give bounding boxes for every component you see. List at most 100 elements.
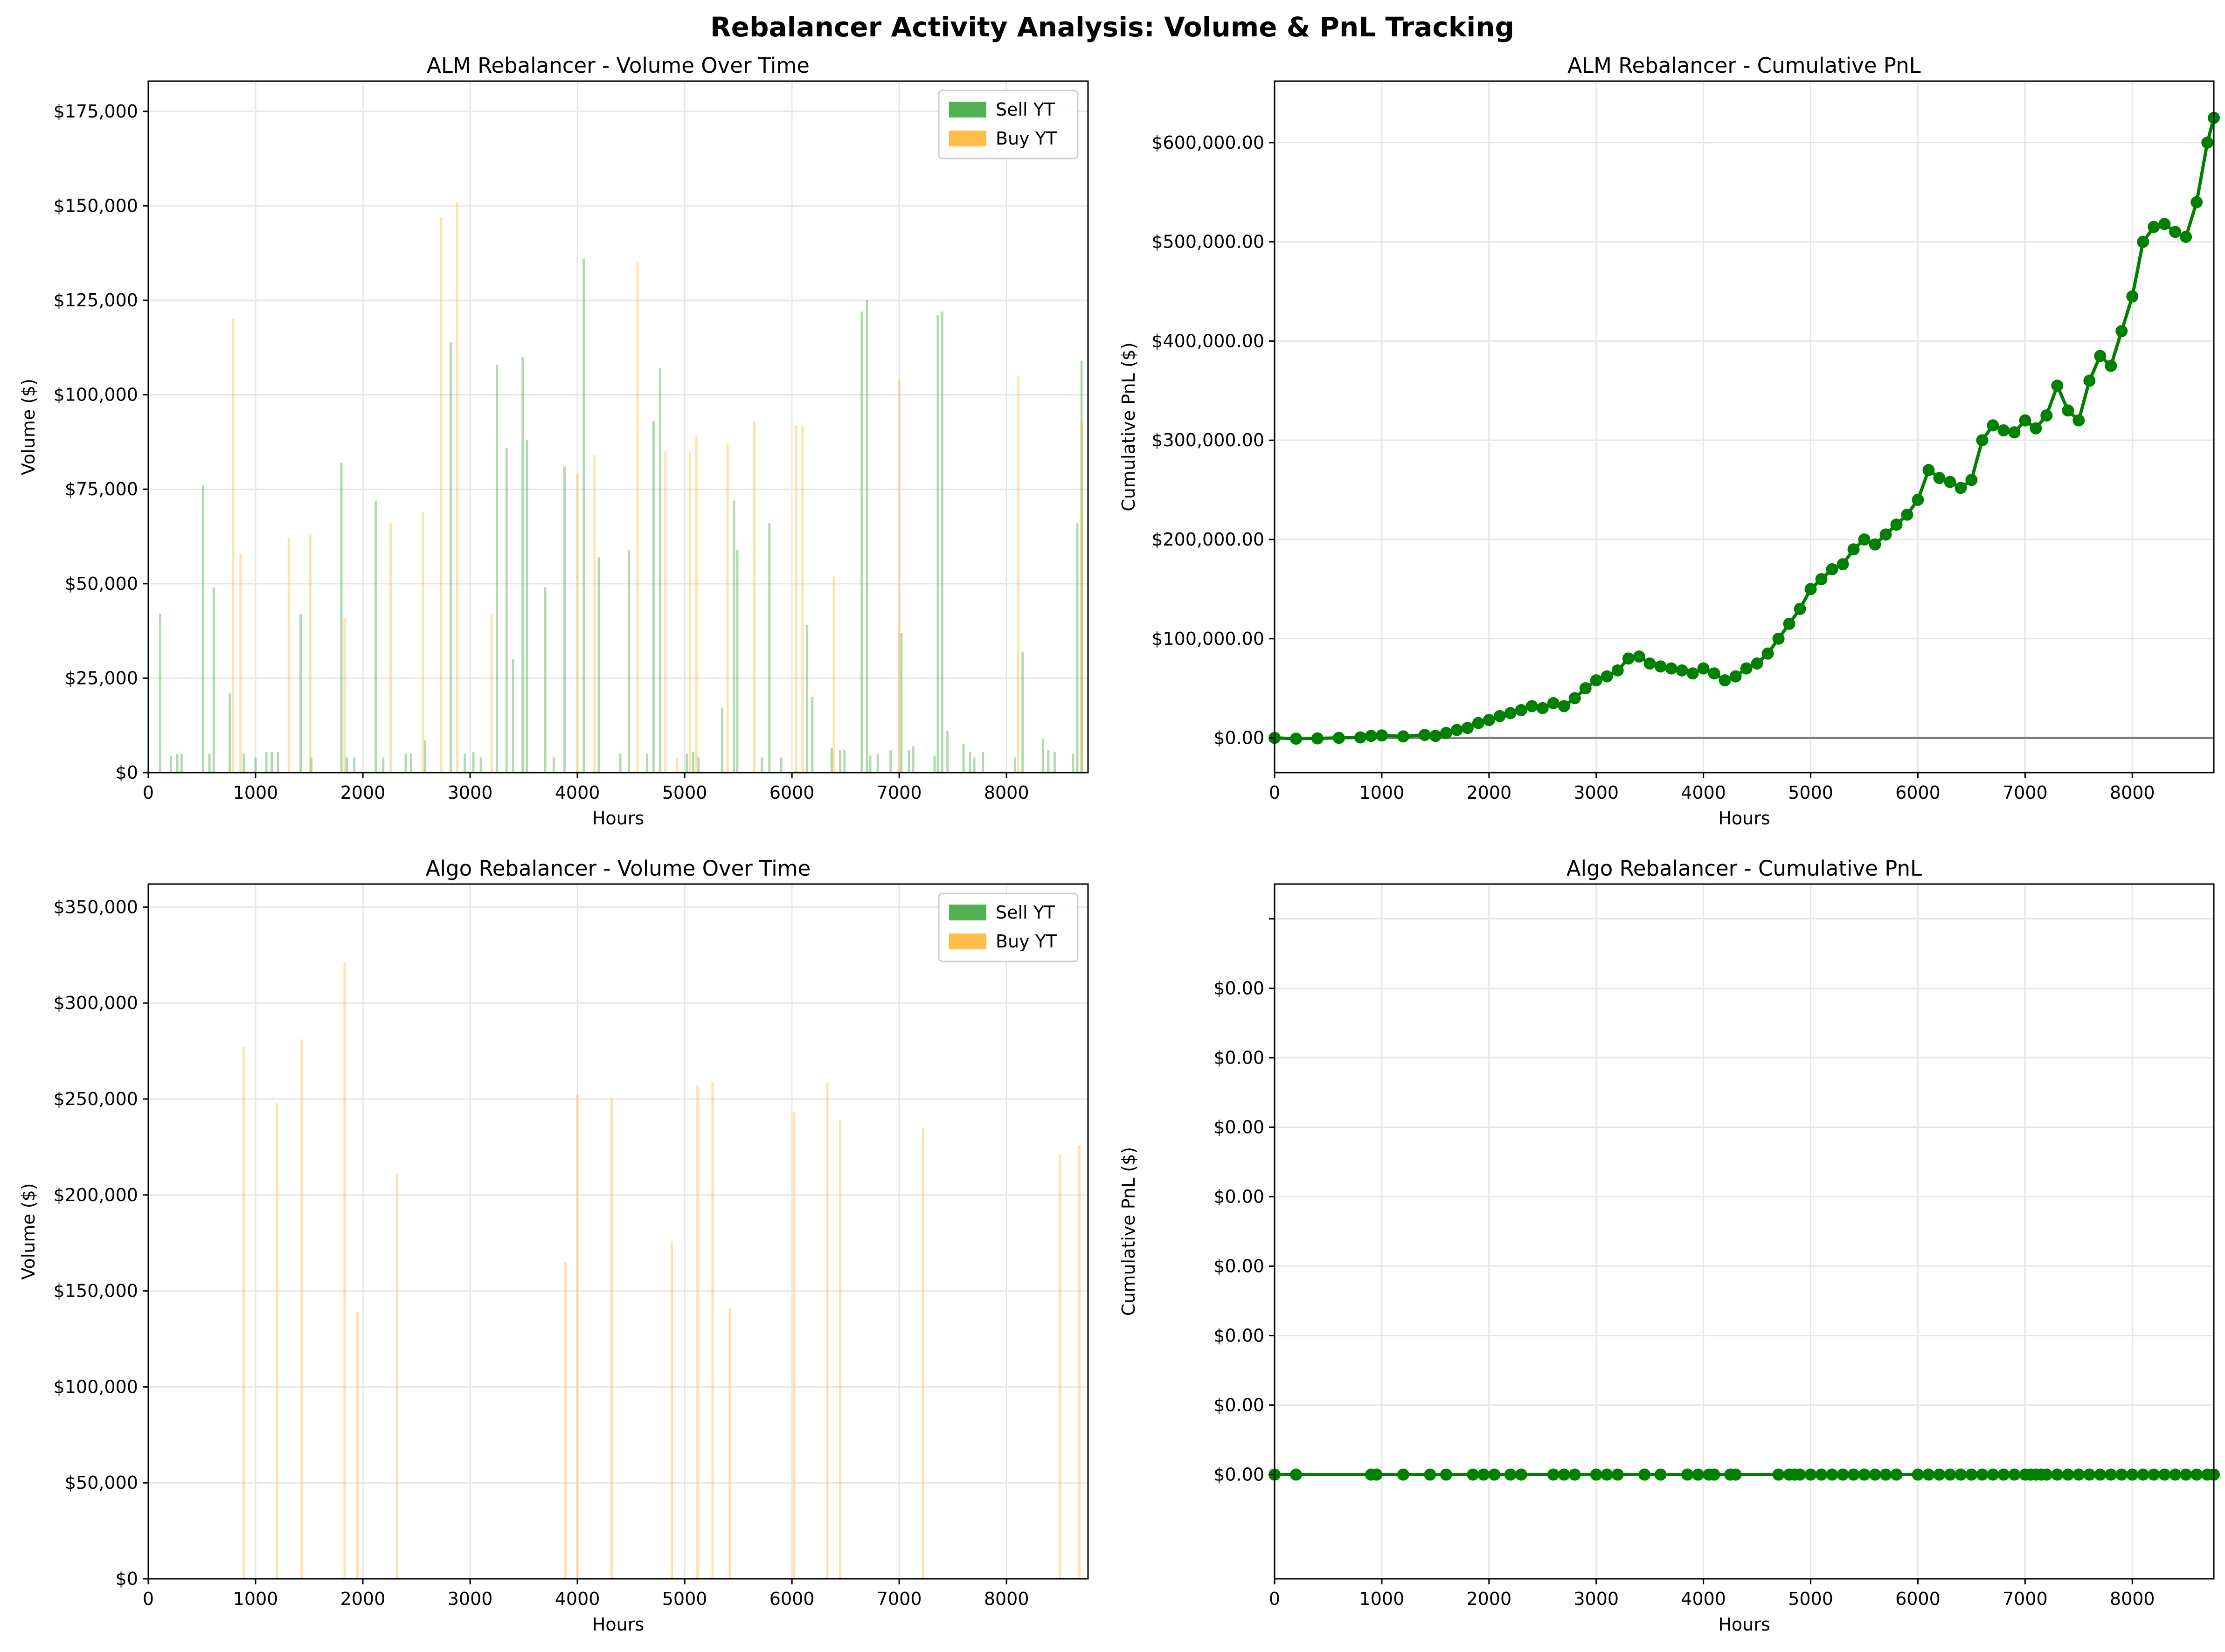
pnl-marker [1804, 1468, 1817, 1481]
pnl-marker [2073, 1468, 2085, 1481]
plot-frame [147, 883, 1089, 1580]
pnl-marker [2008, 426, 2021, 439]
x-tick-label: 5000 [662, 782, 707, 803]
x-tick-label: 1000 [233, 782, 278, 803]
pnl-marker [2158, 1468, 2171, 1481]
y-tick-label: $25,000 [65, 668, 138, 688]
pnl-marker [1837, 1468, 1849, 1481]
pnl-marker [1461, 722, 1474, 734]
x-tick-label: 1000 [1359, 1589, 1405, 1609]
sell-yt-bar [900, 633, 903, 773]
pnl-marker [1922, 464, 1935, 477]
y-tick-label: $50,000 [65, 574, 138, 594]
pnl-marker [2169, 1468, 2182, 1481]
y-tick-label: $200,000 [54, 1185, 138, 1205]
pnl-marker [1708, 667, 1720, 680]
sell-yt-bar [496, 364, 499, 773]
y-tick-label: $100,000 [54, 1376, 138, 1397]
y-tick-label: $150,000 [54, 1281, 138, 1301]
pnl-marker [1418, 729, 1431, 741]
sell-yt-bar [254, 757, 257, 773]
pnl-marker [2158, 218, 2171, 230]
x-tick-label: 2000 [340, 1589, 386, 1609]
pnl-marker [1622, 652, 1635, 665]
y-tick-label: $100,000.00 [1151, 629, 1264, 649]
legend-swatch-sell [949, 102, 986, 118]
y-tick-label: $400,000.00 [1151, 331, 1264, 351]
pnl-marker [1525, 700, 1538, 712]
sell-yt-bar [1021, 651, 1024, 773]
pnl-marker [1654, 660, 1667, 673]
sell-yt-bar [936, 315, 939, 773]
sell-yt-bar [212, 587, 215, 773]
buy-yt-bar [576, 1095, 579, 1579]
y-tick-label: $500,000.00 [1151, 232, 1264, 252]
figure-title: Rebalancer Activity Analysis: Volume & P… [710, 11, 1514, 43]
pnl-marker [1633, 650, 1645, 663]
legend-swatch-sell [949, 905, 986, 920]
pnl-marker [2073, 414, 2085, 427]
sell-yt-bar [176, 753, 179, 773]
buy-yt-bar [793, 1112, 796, 1579]
pnl-marker [2190, 196, 2203, 208]
sell-yt-bar [229, 693, 231, 773]
x-axis-label: Hours [592, 1614, 644, 1635]
pnl-marker [1847, 543, 1860, 556]
legend-label: Sell YT [996, 99, 1055, 120]
buy-yt-bar [726, 443, 729, 773]
y-tick-label: $200,000.00 [1151, 529, 1264, 550]
legend: Sell YT Buy YT [938, 90, 1079, 159]
y-tick-label: $0.00 [1213, 1048, 1264, 1068]
sell-yt-bar [277, 752, 279, 773]
buy-yt-bar [456, 202, 458, 773]
buy-yt-bar [664, 451, 667, 773]
legend-label: Buy YT [996, 128, 1057, 149]
pnl-marker [1783, 617, 1795, 630]
sell-yt-bar [423, 740, 426, 773]
sell-yt-bar [512, 659, 514, 773]
pnl-marker [2190, 1468, 2203, 1481]
pnl-marker [1568, 1468, 1581, 1481]
sell-yt-bar [658, 368, 661, 773]
pnl-marker [1643, 657, 1656, 670]
sell-yt-bar [1080, 360, 1083, 773]
x-tick-label: 8000 [984, 1589, 1029, 1609]
pnl-marker [1676, 664, 1688, 677]
pnl-marker [1289, 733, 1302, 745]
pnl-marker [1488, 1468, 1501, 1481]
sell-yt-bar [646, 753, 649, 773]
buy-yt-bar [636, 262, 639, 773]
x-tick-label: 1000 [233, 1589, 278, 1609]
pnl-marker [1515, 1468, 1527, 1481]
buy-yt-bar [795, 425, 797, 773]
sell-yt-bar [597, 557, 600, 773]
sell-yt-bar [843, 750, 846, 773]
pnl-marker [1611, 664, 1624, 677]
pnl-marker [1311, 732, 1324, 745]
buy-yt-bar [922, 1127, 924, 1579]
buy-yt-bar [440, 217, 443, 773]
pnl-marker [2094, 350, 2107, 362]
x-axis-label: Hours [592, 808, 644, 829]
sell-yt-bar [552, 757, 555, 773]
buy-yt-bar [610, 1099, 613, 1579]
pnl-marker [2126, 1468, 2139, 1481]
bars [159, 202, 1083, 773]
sell-yt-bar [876, 753, 879, 773]
pnl-marker [2137, 235, 2149, 248]
pnl-marker [1890, 1468, 1903, 1481]
pnl-marker [2180, 231, 2192, 243]
buy-yt-bar [343, 962, 346, 1579]
buy-yt-bar [1017, 376, 1019, 773]
y-tick-label: $0.00 [1213, 978, 1264, 999]
sell-yt-bar [973, 757, 976, 773]
sell-yt-bar [692, 752, 695, 773]
algo-volume-chart: 0 1000 2000 3000 4000 5000 6000 7000 8000 $0 $50,0… [18, 856, 1089, 1635]
pnl-marker [1590, 674, 1602, 687]
pnl-marker [2030, 422, 2042, 435]
x-tick-label: 8000 [2110, 1589, 2155, 1609]
buy-yt-bar [287, 538, 290, 773]
x-tick-label: 5000 [1788, 782, 1833, 803]
pnl-marker [1429, 730, 1442, 742]
pnl-marker [1547, 697, 1560, 710]
